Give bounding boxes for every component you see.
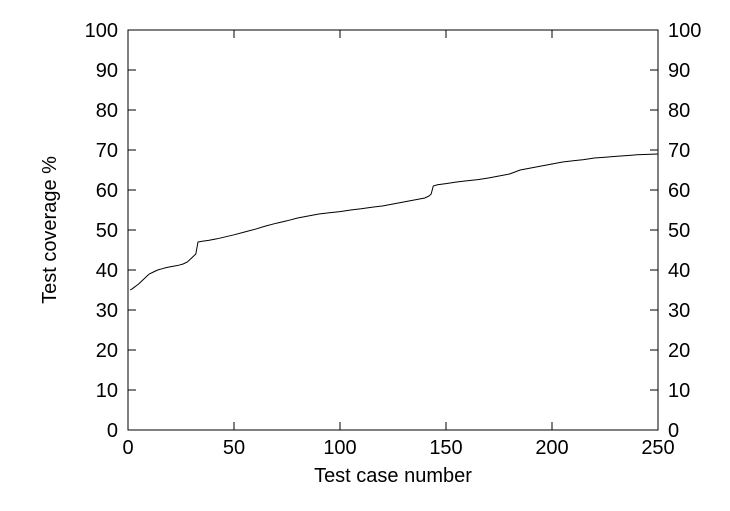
y-tick-label-left: 60 (96, 180, 118, 202)
y-tick-label-left: 80 (96, 100, 118, 122)
y-tick-label-left: 0 (107, 420, 118, 442)
x-axis-label: Test case number (314, 465, 472, 487)
y-axis-label: Test coverage % (39, 156, 61, 304)
y-tick-label-right: 40 (668, 260, 690, 282)
y-tick-label-left: 40 (96, 260, 118, 282)
y-tick-label-left: 90 (96, 60, 118, 82)
y-tick-label-right: 30 (668, 300, 690, 322)
y-tick-label-left: 20 (96, 340, 118, 362)
x-tick-label: 50 (223, 437, 245, 459)
y-tick-label-right: 50 (668, 220, 690, 242)
plot-border (128, 30, 658, 430)
y-tick-label-left: 10 (96, 380, 118, 402)
coverage-series (130, 154, 658, 290)
y-tick-label-right: 80 (668, 100, 690, 122)
y-tick-label-right: 0 (668, 420, 679, 442)
coverage-line-chart: 0501001502002500102030405060708090100010… (0, 0, 730, 511)
y-tick-label-right: 100 (668, 20, 701, 42)
y-tick-label-right: 20 (668, 340, 690, 362)
x-tick-label: 0 (122, 437, 133, 459)
x-tick-label: 100 (323, 437, 356, 459)
y-tick-label-right: 70 (668, 140, 690, 162)
x-tick-label: 150 (429, 437, 462, 459)
y-tick-label-left: 30 (96, 300, 118, 322)
y-tick-label-right: 10 (668, 380, 690, 402)
y-tick-label-left: 50 (96, 220, 118, 242)
y-tick-label-left: 70 (96, 140, 118, 162)
y-tick-label-right: 90 (668, 60, 690, 82)
x-tick-label: 200 (535, 437, 568, 459)
y-tick-label-right: 60 (668, 180, 690, 202)
y-tick-label-left: 100 (85, 20, 118, 42)
